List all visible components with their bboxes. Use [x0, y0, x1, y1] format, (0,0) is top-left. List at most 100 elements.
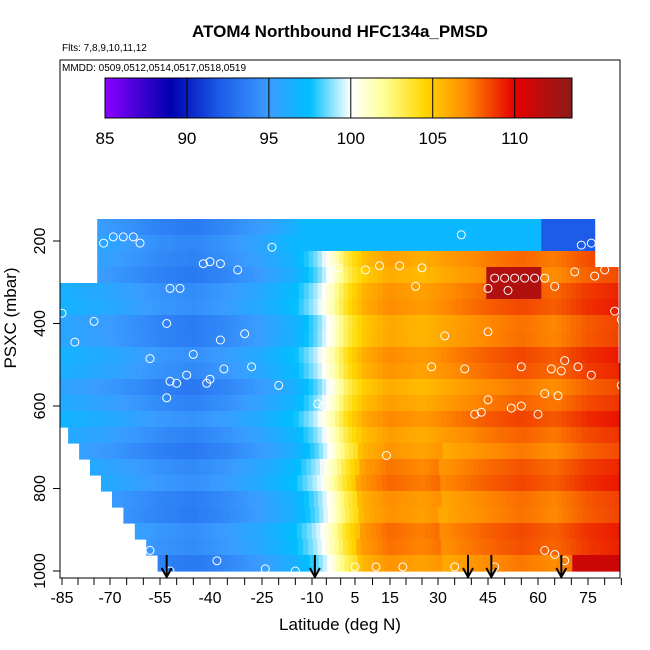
- heatmap-cell: [82, 331, 89, 348]
- heatmap-cell: [552, 443, 558, 460]
- heatmap-cell: [78, 331, 84, 348]
- heatmap-cell: [273, 347, 280, 364]
- heatmap-cell: [491, 363, 497, 380]
- heatmap-cell: [411, 475, 417, 492]
- heatmap-cell: [451, 331, 457, 348]
- heatmap-cell: [531, 491, 538, 508]
- heatmap-cell: [381, 523, 387, 540]
- heatmap-cell: [326, 347, 332, 364]
- heatmap-cell: [476, 411, 482, 428]
- heatmap-cell: [383, 491, 390, 508]
- heatmap-cell: [317, 219, 323, 236]
- heatmap-cell: [176, 315, 183, 332]
- heatmap-cell: [216, 347, 223, 364]
- heatmap-cell: [624, 459, 629, 476]
- heatmap-cell: [329, 523, 334, 540]
- heatmap-cell: [446, 379, 452, 396]
- observation-point: [172, 378, 182, 388]
- heatmap-cell: [202, 491, 208, 508]
- heatmap-cell: [286, 459, 292, 476]
- heatmap-cell: [284, 555, 291, 572]
- heatmap-cell: [349, 507, 355, 524]
- heatmap-cell: [154, 459, 160, 476]
- heatmap-cell: [288, 235, 295, 252]
- heatmap-cell: [258, 347, 265, 364]
- heatmap-cell: [82, 347, 89, 364]
- heatmap-cell: [404, 507, 410, 524]
- heatmap-cell: [561, 411, 567, 428]
- heatmap-cell: [566, 411, 572, 428]
- heatmap-cell: [233, 443, 240, 460]
- heatmap-cell: [501, 395, 507, 412]
- heatmap-cell: [541, 395, 547, 412]
- heatmap-cell: [398, 363, 404, 380]
- heatmap-cell: [190, 475, 197, 492]
- heatmap-cell: [596, 411, 602, 428]
- y-tick-label: 1000: [32, 553, 49, 589]
- heatmap-cell: [283, 539, 289, 556]
- heatmap-cell: [490, 539, 497, 556]
- heatmap-cell: [551, 347, 557, 364]
- heatmap-cell: [611, 283, 617, 300]
- heatmap-cell: [360, 475, 367, 492]
- heatmap-cell: [299, 555, 306, 572]
- heatmap-cell: [253, 251, 260, 268]
- heatmap-cell: [468, 459, 475, 476]
- heatmap-cell: [608, 459, 615, 476]
- heatmap-cell: [304, 491, 310, 508]
- heatmap-cell: [357, 555, 364, 572]
- heatmap-cell: [606, 267, 612, 284]
- heatmap-cell: [362, 379, 368, 396]
- heatmap-cell: [447, 443, 453, 460]
- heatmap-cell: [176, 251, 183, 268]
- heatmap-cell: [308, 219, 315, 236]
- heatmap-cell: [120, 475, 127, 492]
- heatmap-cell: [431, 427, 437, 444]
- heatmap-cell: [106, 315, 113, 332]
- heatmap-cell: [334, 331, 340, 348]
- heatmap-cell: [439, 523, 446, 540]
- heatmap-cell: [194, 459, 200, 476]
- heatmap-cell: [456, 267, 462, 284]
- heatmap-cell: [101, 427, 108, 444]
- heatmap-cell: [426, 347, 433, 364]
- heatmap-cell: [372, 219, 379, 236]
- heatmap-cell: [298, 363, 305, 380]
- heatmap-cell: [596, 427, 602, 444]
- heatmap-cell: [151, 411, 158, 428]
- heatmap-cell: [232, 299, 239, 316]
- heatmap-cell: [451, 283, 457, 300]
- heatmap-cell: [523, 507, 529, 524]
- heatmap-cell: [441, 283, 447, 300]
- heatmap-cell: [293, 411, 300, 428]
- heatmap-cell: [328, 459, 334, 476]
- heatmap-cell: [146, 539, 152, 556]
- heatmap-cell: [131, 251, 138, 268]
- heatmap-cell: [334, 315, 340, 332]
- heatmap-cell: [334, 539, 340, 556]
- heatmap-cell: [87, 363, 93, 380]
- heatmap-cell: [243, 555, 250, 572]
- heatmap-cell: [626, 395, 628, 412]
- heatmap-cell: [107, 443, 114, 460]
- heatmap-cell: [607, 555, 613, 572]
- heatmap-cell: [511, 379, 517, 396]
- heatmap-cell: [596, 347, 602, 364]
- heatmap-cell: [93, 443, 99, 460]
- heatmap-cell: [601, 283, 607, 300]
- heatmap-cell: [567, 443, 573, 460]
- heatmap-cell: [313, 315, 319, 332]
- heatmap-cell: [354, 523, 361, 540]
- heatmap-cell: [227, 315, 234, 332]
- heatmap-cell: [334, 267, 340, 284]
- heatmap-cell: [514, 523, 521, 540]
- heatmap-cell: [308, 299, 315, 316]
- heatmap-cell: [616, 267, 619, 284]
- heatmap-cell: [555, 539, 562, 556]
- heatmap-cell: [242, 315, 249, 332]
- heatmap-cell: [102, 219, 108, 236]
- heatmap-cell: [73, 411, 79, 428]
- heatmap-cell: [186, 283, 193, 300]
- heatmap-cell: [293, 315, 300, 332]
- heatmap-cell: [551, 251, 557, 268]
